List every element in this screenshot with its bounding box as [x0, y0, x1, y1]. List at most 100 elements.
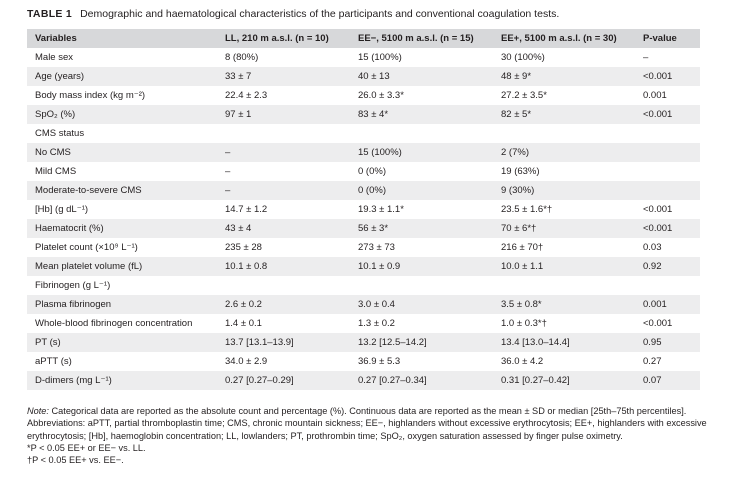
variable-cell: [Hb] (g dL⁻¹) [27, 200, 217, 219]
p-value-cell: 0.001 [635, 86, 700, 105]
ee-minus-cell: 1.3 ± 0.2 [350, 314, 493, 333]
table-row: Fibrinogen (g L⁻¹) [27, 276, 700, 295]
table-row: Moderate-to-severe CMS –0 (0%) 9 (30%) [27, 181, 700, 200]
ee-minus-cell: 15 (100%) [350, 143, 493, 162]
ee-plus-cell: 19 (63%) [493, 162, 635, 181]
ee-minus-cell: 40 ± 13 [350, 67, 493, 86]
variable-cell: Age (years) [27, 67, 217, 86]
table-row: Whole-blood fibrinogen concentration 1.4 … [27, 314, 700, 333]
table-row: Male sex 8 (80%) 15 (100%) 30 (100%) – [27, 48, 700, 67]
p-value-cell [635, 124, 700, 143]
variable-cell: Platelet count (×10⁹ L⁻¹) [27, 238, 217, 257]
variable-cell: Haematocrit (%) [27, 219, 217, 238]
table-row: Haematocrit (%) 43 ± 4 56 ± 3* 70 ± 6*† <0.0… [27, 219, 700, 238]
p-value-cell: – [635, 48, 700, 67]
ll-cell: 22.4 ± 2.3 [217, 86, 350, 105]
variable-cell: Plasma fibrinogen [27, 295, 217, 314]
header-p-value: P-value [635, 29, 700, 48]
table-row: D-dimers (mg L⁻¹) 0.27 [0.27–0.29] 0.27 [0… [27, 371, 700, 390]
variable-cell: Whole-blood fibrinogen concentration [27, 314, 217, 333]
ee-minus-cell: 10.1 ± 0.9 [350, 257, 493, 276]
ee-plus-cell: 9 (30%) [493, 181, 635, 200]
header-ll: LL, 210 m a.s.l. (n = 10) [217, 29, 350, 48]
variable-cell: aPTT (s) [27, 352, 217, 371]
variable-cell: PT (s) [27, 333, 217, 352]
ll-cell: 235 ± 28 [217, 238, 350, 257]
ee-plus-cell: 30 (100%) [493, 48, 635, 67]
p-value-cell: 0.92 [635, 257, 700, 276]
ll-cell: – [217, 143, 350, 162]
ll-cell: 97 ± 1 [217, 105, 350, 124]
variable-cell: Mean platelet volume (fL) [27, 257, 217, 276]
ee-minus-cell: 26.0 ± 3.3* [350, 86, 493, 105]
ee-minus-cell: 0.27 [0.27–0.34] [350, 371, 493, 390]
p-value-cell: <0.001 [635, 67, 700, 86]
abbreviations: Abbreviations: aPTT, partial thromboplas… [27, 418, 707, 441]
table-row: Mean platelet volume (fL) 10.1 ± 0.8 10.1 … [27, 257, 700, 276]
p-value-cell [635, 181, 700, 200]
ee-minus-cell: 0 (0%) [350, 181, 493, 200]
table-notes: Note: Categorical data are reported as t… [27, 405, 707, 466]
ll-cell: 13.7 [13.1–13.9] [217, 333, 350, 352]
ee-plus-cell: 36.0 ± 4.2 [493, 352, 635, 371]
variable-cell: CMS status [27, 124, 217, 143]
note-label: Note: [27, 406, 49, 416]
ee-plus-cell: 216 ± 70† [493, 238, 635, 257]
ll-cell: 8 (80%) [217, 48, 350, 67]
p-value-cell: 0.95 [635, 333, 700, 352]
variable-cell: Moderate-to-severe CMS [27, 181, 217, 200]
p-value-cell: <0.001 [635, 200, 700, 219]
header-variables: Variables [27, 29, 217, 48]
note-paragraph: Note: Categorical data are reported as t… [27, 405, 707, 417]
ee-minus-cell: 19.3 ± 1.1* [350, 200, 493, 219]
variable-cell: Body mass index (kg m⁻²) [27, 86, 217, 105]
table-row: aPTT (s) 34.0 ± 2.9 36.9 ± 5.3 36.0 ± 4.2 0.… [27, 352, 700, 371]
ee-minus-cell: 36.9 ± 5.3 [350, 352, 493, 371]
ee-plus-cell: 70 ± 6*† [493, 219, 635, 238]
ll-cell: 34.0 ± 2.9 [217, 352, 350, 371]
ee-minus-cell: 56 ± 3* [350, 219, 493, 238]
table-row: CMS status [27, 124, 700, 143]
table-row: Body mass index (kg m⁻²) 22.4 ± 2.3 26.0 ±… [27, 86, 700, 105]
header-ee-plus: EE+, 5100 m a.s.l. (n = 30) [493, 29, 635, 48]
table-row: Mild CMS –0 (0%) 19 (63%) [27, 162, 700, 181]
ee-minus-cell [350, 276, 493, 295]
table-row: PT (s) 13.7 [13.1–13.9] 13.2 [12.5–14.2] 13… [27, 333, 700, 352]
ll-cell [217, 276, 350, 295]
ee-minus-cell: 83 ± 4* [350, 105, 493, 124]
ee-plus-cell: 1.0 ± 0.3*† [493, 314, 635, 333]
p-value-cell: 0.001 [635, 295, 700, 314]
ll-cell: – [217, 181, 350, 200]
ee-plus-cell: 3.5 ± 0.8* [493, 295, 635, 314]
table-caption: TABLE 1 Demographic and haematological ch… [27, 8, 559, 20]
ll-cell: 0.27 [0.27–0.29] [217, 371, 350, 390]
ee-plus-cell: 82 ± 5* [493, 105, 635, 124]
table-body: Male sex 8 (80%) 15 (100%) 30 (100%) – Age (y… [27, 48, 700, 390]
variable-cell: SpO₂ (%) [27, 105, 217, 124]
ll-cell: 33 ± 7 [217, 67, 350, 86]
ee-minus-cell: 15 (100%) [350, 48, 493, 67]
ee-plus-cell: 27.2 ± 3.5* [493, 86, 635, 105]
ee-plus-cell: 13.4 [13.0–14.4] [493, 333, 635, 352]
ee-minus-cell: 13.2 [12.5–14.2] [350, 333, 493, 352]
table-row: Plasma fibrinogen 2.6 ± 0.2 3.0 ± 0.4 3.5 ±… [27, 295, 700, 314]
p-value-cell [635, 276, 700, 295]
header-ee-minus: EE−, 5100 m a.s.l. (n = 15) [350, 29, 493, 48]
ll-cell: – [217, 162, 350, 181]
table-row: Age (years) 33 ± 7 40 ± 13 48 ± 9* <0.001 [27, 67, 700, 86]
ee-plus-cell [493, 276, 635, 295]
variable-cell: Mild CMS [27, 162, 217, 181]
footnote-significance-ll: *P < 0.05 EE+ or EE− vs. LL. [27, 442, 146, 453]
ee-plus-cell: 2 (7%) [493, 143, 635, 162]
table-caption-label: TABLE 1 [27, 8, 73, 20]
p-value-cell: <0.001 [635, 314, 700, 333]
p-value-cell: 0.27 [635, 352, 700, 371]
ee-plus-cell: 10.0 ± 1.1 [493, 257, 635, 276]
table-row: Platelet count (×10⁹ L⁻¹) 235 ± 28 273 ± 7… [27, 238, 700, 257]
ll-cell [217, 124, 350, 143]
ll-cell: 10.1 ± 0.8 [217, 257, 350, 276]
ll-cell: 2.6 ± 0.2 [217, 295, 350, 314]
p-value-cell: <0.001 [635, 219, 700, 238]
table-caption-text: Demographic and haematological character… [80, 8, 560, 20]
ll-cell: 43 ± 4 [217, 219, 350, 238]
